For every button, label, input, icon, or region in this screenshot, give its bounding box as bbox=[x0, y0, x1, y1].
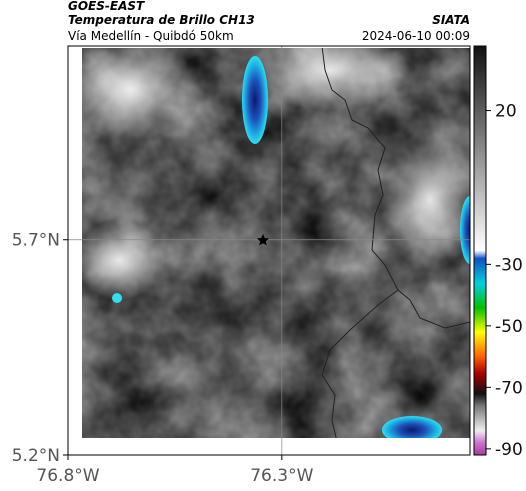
title: GOES-EAST bbox=[68, 0, 145, 13]
source: SIATA bbox=[432, 13, 470, 27]
location-marker bbox=[256, 234, 270, 246]
subtitle: Temperatura de Brillo CH13 bbox=[68, 13, 255, 27]
grid bbox=[68, 46, 470, 455]
colorbar-tick-label: -70 bbox=[495, 378, 523, 398]
axes: 76.8°W 76.3°W 5.2°N 5.7°N 20 -30 -50 -70 -90 bbox=[12, 102, 523, 486]
colorbar-tick-label: -50 bbox=[495, 317, 523, 337]
map-border bbox=[67, 45, 471, 456]
x-tick-label: 76.3°W bbox=[250, 466, 313, 486]
colorbar-tick-label: -90 bbox=[495, 440, 523, 460]
y-tick-label: 5.2°N bbox=[12, 446, 60, 466]
colorbar bbox=[473, 45, 487, 456]
y-tick-label: 5.7°N bbox=[12, 231, 60, 251]
satellite-image bbox=[82, 48, 470, 438]
timestamp: 2024-06-10 00:09 bbox=[362, 29, 470, 43]
colorbar-tick-label: 20 bbox=[495, 102, 517, 122]
region: Vía Medellín - Quibdó 50km bbox=[68, 29, 234, 43]
x-tick-label: 76.8°W bbox=[36, 466, 99, 486]
colorbar-tick-label: -30 bbox=[495, 255, 523, 275]
